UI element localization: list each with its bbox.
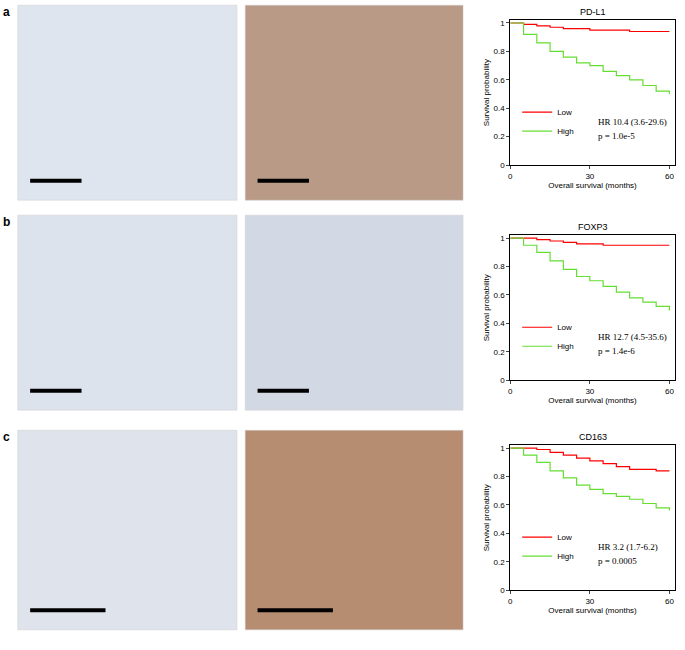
svg-text:p = 1.0e-5: p = 1.0e-5 bbox=[598, 131, 635, 141]
svg-text:PD-L1: PD-L1 bbox=[580, 7, 606, 17]
svg-text:0.6: 0.6 bbox=[494, 501, 506, 510]
svg-text:0.2: 0.2 bbox=[494, 132, 506, 141]
svg-text:30: 30 bbox=[585, 387, 594, 396]
svg-text:1: 1 bbox=[500, 19, 505, 28]
svg-text:0.8: 0.8 bbox=[494, 472, 506, 481]
svg-text:0: 0 bbox=[500, 161, 505, 170]
svg-text:HR 10.4 (3.6-29.6): HR 10.4 (3.6-29.6) bbox=[598, 117, 667, 127]
svg-text:p = 1.4e-6: p = 1.4e-6 bbox=[598, 346, 635, 356]
svg-text:High: High bbox=[557, 127, 573, 136]
svg-text:0.8: 0.8 bbox=[494, 262, 506, 271]
svg-text:0.4: 0.4 bbox=[494, 104, 506, 113]
svg-text:Survival probability: Survival probability bbox=[482, 484, 491, 551]
svg-text:60: 60 bbox=[665, 172, 674, 181]
svg-text:Overall survival (months): Overall survival (months) bbox=[548, 606, 637, 615]
svg-text:1: 1 bbox=[500, 234, 505, 243]
svg-text:HR 12.7 (4.5-35.6): HR 12.7 (4.5-35.6) bbox=[598, 332, 667, 342]
svg-text:0.4: 0.4 bbox=[494, 529, 506, 538]
svg-text:1: 1 bbox=[500, 444, 505, 453]
svg-text:High: High bbox=[557, 552, 573, 561]
svg-text:0.2: 0.2 bbox=[494, 558, 506, 567]
svg-text:Survival probability: Survival probability bbox=[482, 274, 491, 341]
svg-text:0: 0 bbox=[508, 597, 513, 606]
svg-text:High: High bbox=[557, 342, 573, 351]
svg-text:0.4: 0.4 bbox=[494, 319, 506, 328]
svg-text:0: 0 bbox=[500, 586, 505, 595]
svg-text:c: c bbox=[3, 430, 10, 444]
svg-text:Overall survival (months): Overall survival (months) bbox=[548, 396, 637, 405]
svg-text:b: b bbox=[3, 215, 10, 229]
svg-text:Survival probability: Survival probability bbox=[482, 59, 491, 126]
svg-text:FOXP3: FOXP3 bbox=[578, 222, 608, 232]
svg-text:0: 0 bbox=[508, 172, 513, 181]
svg-text:0.2: 0.2 bbox=[494, 348, 506, 357]
svg-text:30: 30 bbox=[585, 172, 594, 181]
svg-text:Low: Low bbox=[557, 108, 572, 117]
svg-text:60: 60 bbox=[665, 387, 674, 396]
svg-text:Low: Low bbox=[557, 533, 572, 542]
svg-text:0: 0 bbox=[508, 387, 513, 396]
svg-text:a: a bbox=[3, 5, 10, 19]
svg-text:0.6: 0.6 bbox=[494, 291, 506, 300]
svg-text:Low: Low bbox=[557, 323, 572, 332]
svg-text:0: 0 bbox=[500, 376, 505, 385]
svg-text:p = 0.0005: p = 0.0005 bbox=[598, 556, 637, 566]
svg-text:0.6: 0.6 bbox=[494, 76, 506, 85]
svg-text:CD163: CD163 bbox=[579, 432, 607, 442]
svg-text:Overall survival (months): Overall survival (months) bbox=[548, 181, 637, 190]
svg-text:0.8: 0.8 bbox=[494, 47, 506, 56]
svg-text:HR 3.2 (1.7-6.2): HR 3.2 (1.7-6.2) bbox=[598, 542, 658, 552]
svg-text:60: 60 bbox=[665, 597, 674, 606]
svg-text:30: 30 bbox=[585, 597, 594, 606]
